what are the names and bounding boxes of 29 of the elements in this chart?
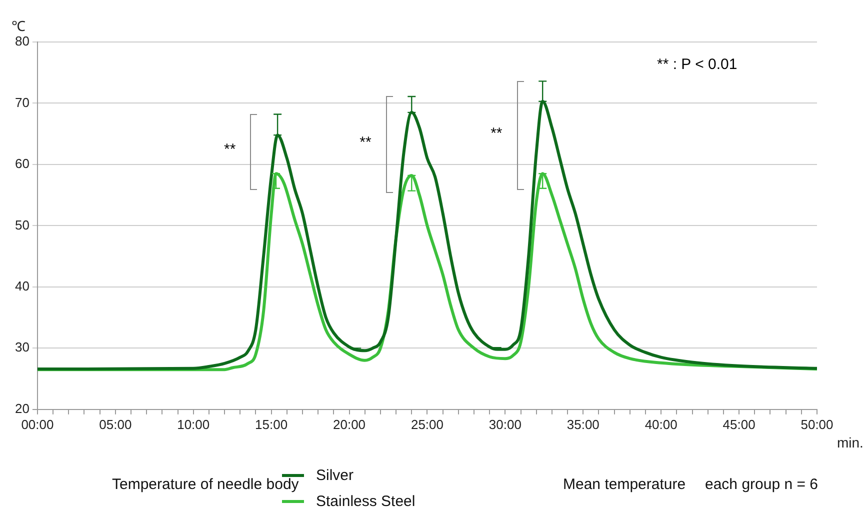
- y-tick-label: 60: [14, 156, 30, 172]
- y-tick-label: 20: [14, 400, 30, 416]
- y-tick-label: 80: [14, 34, 30, 49]
- x-tick-label: 25:00: [410, 416, 444, 432]
- x-tick-label: 30:00: [488, 416, 522, 432]
- x-tick-label: 45:00: [722, 416, 756, 432]
- x-tick-label: 15:00: [255, 416, 288, 432]
- y-tick-label: 30: [14, 340, 30, 355]
- annotation: **: [224, 141, 236, 158]
- x-axis-title: min.: [837, 434, 864, 450]
- text: Mean temperature: [563, 476, 686, 493]
- text: each group n = 6: [705, 476, 818, 493]
- x-tick-label: 35:00: [566, 416, 600, 432]
- y-tick-label: 40: [14, 278, 30, 294]
- legend-label: Stainless Steel: [316, 492, 416, 510]
- x-tick-label: 40:00: [644, 416, 678, 432]
- annotation: **: [490, 124, 502, 142]
- annotation: **: [360, 134, 372, 151]
- x-tick-label: 00:00: [21, 416, 54, 432]
- y-tick-label: 70: [14, 94, 30, 110]
- legend-label: Silver: [316, 466, 354, 484]
- text: Temperature of needle body: [112, 476, 299, 493]
- x-tick-label: 50:00: [800, 416, 834, 432]
- annotation: ** : P < 0.01: [657, 56, 738, 73]
- x-tick-label: 05:00: [99, 416, 132, 432]
- x-tick-label: 20:00: [333, 416, 366, 432]
- y-axis-title: ℃: [11, 18, 26, 34]
- x-tick-label: 10:00: [177, 416, 210, 432]
- y-tick-label: 50: [14, 217, 30, 232]
